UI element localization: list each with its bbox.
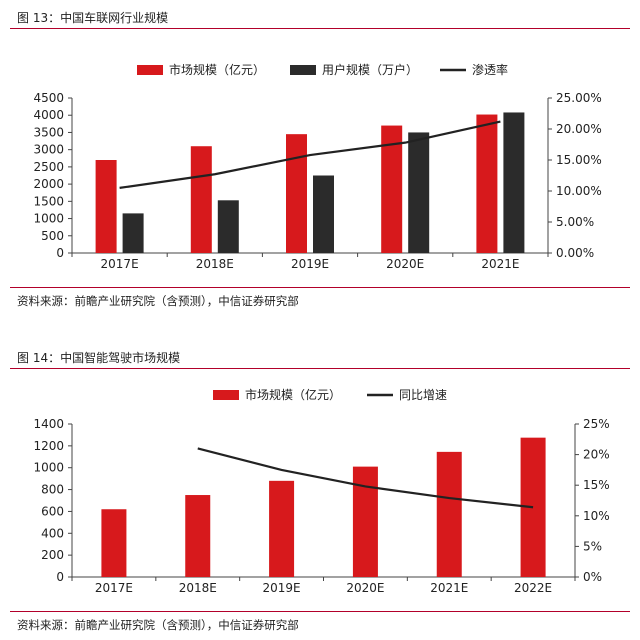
y-tick-label-right: 20% [583, 448, 610, 462]
x-tick-label: 2018E [179, 581, 217, 595]
y-tick-label-left: 2500 [33, 160, 64, 174]
y-tick-label-right: 5.00% [556, 215, 594, 229]
x-tick-label: 2020E [346, 581, 384, 595]
bar-users [503, 112, 525, 253]
x-tick-label: 2021E [481, 257, 519, 271]
legend-label: 用户规模（万户） [322, 62, 418, 77]
y-tick-label-left: 1500 [33, 194, 64, 208]
y-tick-label-left: 1000 [33, 461, 64, 475]
legend-label: 渗透率 [472, 62, 508, 77]
legend-swatch [213, 390, 239, 400]
y-tick-label-right: 0% [583, 570, 602, 584]
bar-market-size [381, 125, 403, 253]
bar-market-size [352, 466, 378, 577]
y-tick-label-right: 0.00% [556, 246, 594, 260]
chart-vehicle-network: 0 500 1000 1500 2000 2500 3000 3500 4000 4500 0.00… [33, 62, 602, 271]
y-tick-label-left: 500 [41, 229, 64, 243]
y-tick-label-right: 25% [583, 417, 610, 431]
source-divider [10, 287, 630, 288]
bar-market-size [286, 134, 307, 253]
y-tick-label-left: 3500 [33, 125, 64, 139]
bar-market-size [95, 160, 117, 253]
bar-market-size [185, 495, 211, 577]
y-tick-label-left: 1200 [33, 439, 64, 453]
title-divider [10, 368, 630, 369]
x-tick-label: 2022E [514, 581, 552, 595]
figure-14-panel: 图 14：中国智能驾驶市场规模 0 200 400 600 800 1000 1200 140… [0, 340, 640, 640]
y-tick-label-left: 800 [41, 483, 64, 497]
bar-users [217, 200, 239, 253]
y-tick-label-left: 200 [41, 548, 64, 562]
bar-users [313, 175, 334, 253]
x-tick-label: 2017E [95, 581, 133, 595]
y-tick-label-left: 0 [56, 570, 64, 584]
figure-13-panel: 图 13：中国车联网行业规模 0 500 1000 1500 2000 2500 3000 3… [10, 11, 630, 308]
figure-title: 图 13：中国车联网行业规模 [17, 11, 169, 25]
source-divider [10, 611, 630, 612]
bar-users [408, 132, 430, 253]
series-line [119, 120, 501, 189]
legend-swatch [290, 65, 316, 75]
y-tick-label-left: 4000 [33, 108, 64, 122]
y-tick-label-right: 25.00% [556, 91, 602, 105]
y-tick-label-left: 400 [41, 526, 64, 540]
bar-market-size [101, 509, 127, 577]
y-tick-label-right: 10% [583, 509, 610, 523]
x-tick-label: 2020E [386, 257, 424, 271]
legend-label: 市场规模（亿元） [169, 62, 265, 77]
figure-title: 图 14：中国智能驾驶市场规模 [17, 351, 181, 365]
bar-market-size [190, 146, 212, 253]
x-tick-label: 2019E [263, 581, 301, 595]
bar-market-size [436, 451, 462, 577]
legend-swatch [137, 65, 163, 75]
source-note: 资料来源：前瞻产业研究院（含预测），中信证券研究部 [17, 294, 299, 308]
y-tick-label-left: 4500 [33, 91, 64, 105]
y-tick-label-left: 3000 [33, 143, 64, 157]
legend-label: 同比增速 [399, 388, 447, 402]
y-tick-label-left: 1000 [33, 212, 64, 226]
y-tick-label-right: 15.00% [556, 153, 602, 167]
y-tick-label-right: 5% [583, 539, 602, 553]
x-tick-label: 2021E [430, 581, 468, 595]
x-tick-label: 2017E [101, 257, 139, 271]
bar-market-size [269, 480, 295, 577]
y-tick-label-left: 1400 [33, 417, 64, 431]
source-note: 资料来源：前瞻产业研究院（含预测），中信证券研究部 [17, 618, 299, 632]
legend-label: 市场规模（亿元） [245, 387, 341, 402]
x-tick-label: 2018E [196, 257, 234, 271]
y-tick-label-right: 20.00% [556, 122, 602, 136]
title-divider [10, 28, 630, 29]
bar-market-size [476, 114, 498, 254]
y-tick-label-right: 10.00% [556, 184, 602, 198]
y-tick-label-left: 0 [56, 246, 64, 260]
y-tick-label-left: 600 [41, 504, 64, 518]
chart-smart-driving: 0 200 400 600 800 1000 1200 1400 0% 5% 10% 15% 20% 25… [33, 387, 610, 595]
bar-users [122, 213, 144, 253]
x-tick-label: 2019E [291, 257, 329, 271]
y-tick-label-left: 2000 [33, 177, 64, 191]
y-tick-label-right: 15% [583, 478, 610, 492]
